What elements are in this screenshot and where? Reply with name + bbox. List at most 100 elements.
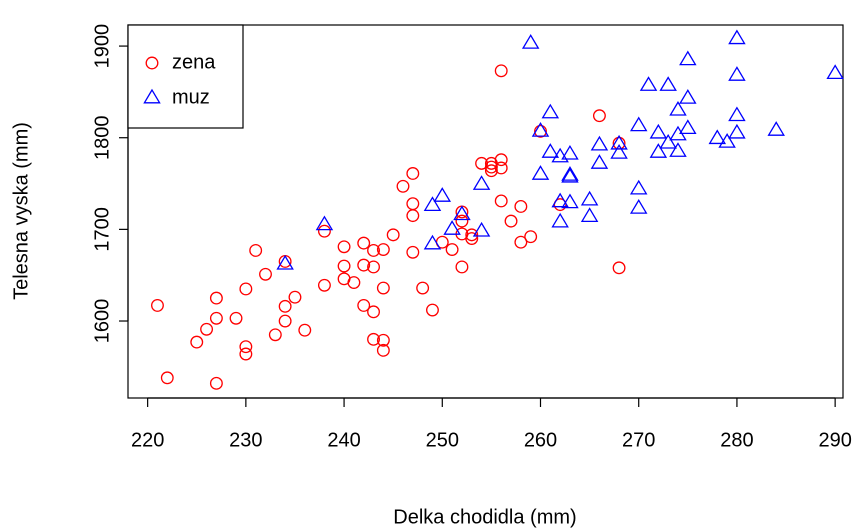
- point: [455, 260, 469, 274]
- point: [728, 66, 746, 81]
- legend-marker: [143, 88, 161, 104]
- point: [679, 89, 697, 104]
- point: [484, 164, 498, 178]
- point: [472, 221, 491, 237]
- point: [504, 214, 518, 228]
- point: [659, 76, 677, 91]
- point: [826, 64, 844, 80]
- point: [367, 332, 380, 346]
- point: [426, 303, 439, 317]
- point: [317, 278, 331, 292]
- point: [268, 328, 282, 342]
- point: [728, 106, 746, 122]
- point: [406, 245, 420, 259]
- point: [455, 214, 469, 228]
- point: [494, 194, 508, 208]
- point: [239, 347, 253, 361]
- x-tick-label: 240: [327, 429, 360, 451]
- point: [337, 259, 351, 273]
- legend-label: zena: [172, 51, 216, 73]
- point: [396, 179, 410, 193]
- point: [521, 34, 540, 49]
- point: [239, 282, 253, 296]
- legend-box: [127, 24, 244, 129]
- point: [531, 165, 550, 180]
- point: [639, 76, 658, 91]
- point: [472, 175, 491, 190]
- point: [160, 371, 174, 385]
- y-tick-label: 1900: [91, 24, 113, 69]
- point: [590, 135, 609, 151]
- point: [561, 193, 579, 209]
- point: [524, 230, 538, 244]
- point: [561, 144, 579, 160]
- x-tick-label: 220: [131, 429, 164, 451]
- x-tick-label: 270: [622, 429, 655, 451]
- x-axis-label: Delka chodidla (mm): [393, 506, 576, 528]
- point: [259, 267, 272, 281]
- y-axis-label: Telesna vyska (mm): [10, 122, 32, 300]
- legend-marker: [145, 56, 159, 70]
- point: [288, 290, 302, 304]
- point: [679, 119, 697, 135]
- point: [229, 311, 243, 325]
- point: [276, 254, 294, 270]
- point: [423, 196, 442, 211]
- point: [386, 228, 400, 242]
- point: [728, 29, 746, 45]
- point: [367, 260, 380, 274]
- point: [679, 50, 697, 66]
- x-tick-label: 290: [818, 429, 851, 451]
- point: [317, 224, 331, 238]
- point: [249, 243, 263, 257]
- point: [433, 187, 452, 202]
- point: [580, 207, 599, 222]
- point: [580, 190, 599, 206]
- x-tick-label: 260: [524, 429, 557, 451]
- point: [494, 153, 508, 167]
- point: [357, 258, 371, 272]
- point: [416, 281, 430, 295]
- point: [315, 215, 334, 231]
- point: [423, 234, 442, 250]
- point: [708, 129, 727, 145]
- point: [367, 243, 380, 257]
- point: [484, 160, 498, 174]
- point: [629, 179, 648, 195]
- point: [445, 243, 459, 256]
- point: [357, 298, 371, 312]
- point: [767, 121, 785, 136]
- point: [649, 123, 668, 139]
- point: [337, 240, 351, 254]
- point: [629, 116, 648, 132]
- point: [376, 281, 390, 295]
- point: [209, 291, 223, 305]
- point: [514, 235, 528, 249]
- point: [357, 236, 371, 250]
- point: [514, 200, 528, 213]
- point: [200, 322, 214, 336]
- point: [494, 64, 508, 78]
- point: [659, 133, 677, 149]
- point: [534, 124, 547, 138]
- x-tick-label: 280: [720, 429, 753, 451]
- point: [190, 335, 204, 349]
- point: [151, 298, 164, 312]
- point: [669, 142, 687, 157]
- point: [406, 209, 420, 223]
- x-tick-label: 250: [426, 429, 459, 451]
- point: [718, 133, 736, 148]
- point: [561, 166, 579, 181]
- point: [629, 199, 648, 214]
- y-tick-label: 1700: [91, 207, 113, 252]
- point: [728, 123, 746, 139]
- point: [551, 192, 569, 208]
- point: [610, 134, 628, 150]
- point: [367, 305, 380, 319]
- point: [443, 220, 461, 235]
- point: [209, 376, 223, 390]
- point: [612, 261, 626, 275]
- point: [298, 323, 312, 337]
- point: [590, 154, 609, 169]
